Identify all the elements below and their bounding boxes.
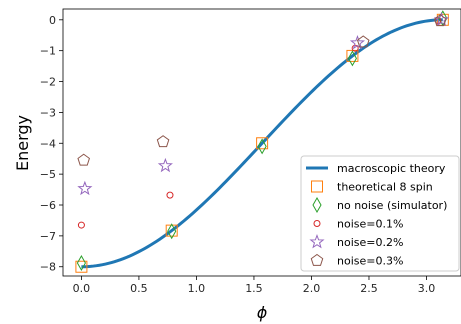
data-point xyxy=(75,260,88,273)
data-point xyxy=(256,137,269,150)
legend-label: theoretical 8 spin xyxy=(337,181,433,194)
x-tick-label: 0.0 xyxy=(73,282,91,295)
y-tick-label: −3 xyxy=(40,106,56,119)
legend-entry: macroscopic theory xyxy=(306,162,446,175)
y-tick-label: −2 xyxy=(40,76,56,89)
legend-marker-swatch xyxy=(310,253,324,266)
data-point xyxy=(77,153,90,166)
data-point xyxy=(77,180,93,196)
data-point xyxy=(167,223,177,240)
data-point xyxy=(77,221,85,229)
x-tick-label: 2.0 xyxy=(303,282,321,295)
legend-label: no noise (simulator) xyxy=(337,199,447,212)
data-point xyxy=(356,35,370,48)
y-tick-label: −6 xyxy=(40,199,56,212)
y-tick-label: −1 xyxy=(40,45,56,58)
y-axis-label: Energy xyxy=(13,115,32,171)
x-axis-label: ϕ xyxy=(257,303,268,322)
data-point xyxy=(257,138,267,155)
legend-marker-swatch xyxy=(311,180,323,193)
legend-marker-swatch xyxy=(312,196,322,214)
x-tick-label: 2.5 xyxy=(360,282,378,295)
legend-entry: no noise (simulator) xyxy=(312,196,447,214)
y-tick-label: −4 xyxy=(40,137,56,150)
x-tick-label: 3.0 xyxy=(418,282,436,295)
plot-area xyxy=(75,10,450,273)
legend-entry: noise=0.1% xyxy=(313,218,403,231)
legend-label: noise=0.2% xyxy=(337,236,403,249)
data-point xyxy=(156,135,170,148)
series-5 xyxy=(77,14,447,166)
data-point xyxy=(76,255,86,272)
data-point xyxy=(351,44,359,52)
data-point xyxy=(347,50,357,67)
y-tick-label: −5 xyxy=(40,168,56,181)
legend-label: noise=0.3% xyxy=(337,255,403,268)
series-line xyxy=(81,18,443,269)
legend-entry: noise=0.2% xyxy=(309,234,403,249)
axis-ticks: 0.0 0.5 1.0 1.5 2.0 2.5 3.0 0 −1 −2 −3 −4 −5 −6 −7 −8 xyxy=(40,14,435,295)
y-tick-label: −7 xyxy=(40,230,56,243)
legend-marker-swatch xyxy=(309,234,325,249)
series-0 xyxy=(81,18,443,269)
x-tick-label: 1.5 xyxy=(245,282,263,295)
y-tick-label: −8 xyxy=(40,261,56,274)
x-tick-label: 0.5 xyxy=(130,282,148,295)
legend-box xyxy=(300,155,460,272)
data-point xyxy=(349,34,366,50)
legend-label: macroscopic theory xyxy=(337,162,446,175)
legend-marker-swatch xyxy=(313,220,321,227)
x-tick-label: 1.0 xyxy=(188,282,206,295)
data-point xyxy=(157,157,173,173)
legend-entry: noise=0.3% xyxy=(310,253,403,268)
legend-entry: theoretical 8 spin xyxy=(311,180,433,194)
legend-label: noise=0.1% xyxy=(337,218,403,231)
y-tick-label: 0 xyxy=(49,14,56,27)
axes-frame xyxy=(62,8,461,277)
data-point xyxy=(434,14,447,27)
legend: macroscopic theory theoretical 8 spin no n… xyxy=(300,155,460,272)
data-point xyxy=(166,191,174,199)
